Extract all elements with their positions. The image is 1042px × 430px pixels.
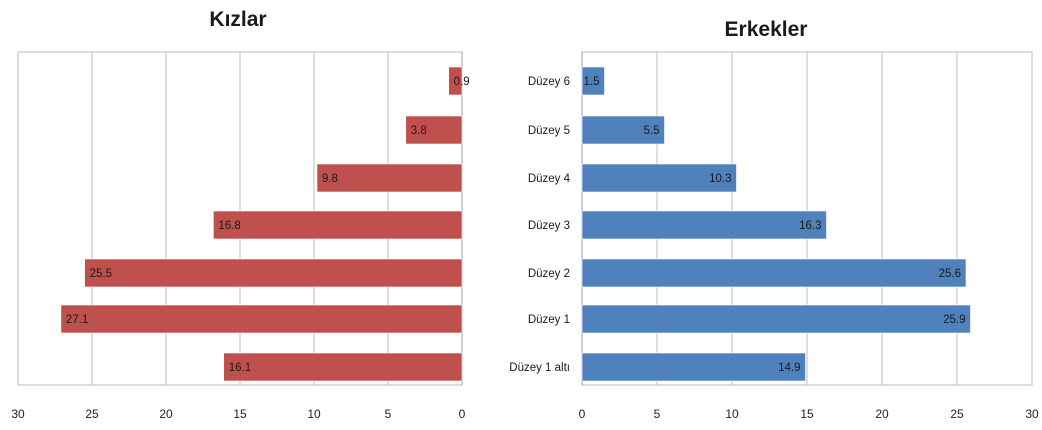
data-label: 25.5 [90, 268, 112, 280]
data-label: 1.5 [584, 76, 600, 88]
chart-title: Kızlar [209, 8, 266, 31]
bar [581, 304, 971, 334]
bar [84, 258, 463, 288]
bar [581, 115, 665, 145]
bar [223, 352, 463, 382]
data-label: 3.8 [411, 125, 427, 137]
x-tick-label: 25 [85, 407, 99, 421]
data-label: 0.9 [454, 76, 470, 88]
x-tick-label: 0 [579, 407, 586, 421]
category-label: Düzey 2 [528, 268, 570, 280]
x-tick-label: 15 [800, 407, 814, 421]
chart-title: Erkekler [725, 18, 808, 41]
bar [405, 115, 463, 145]
bar [581, 210, 827, 240]
category-label: Düzey 3 [528, 220, 570, 232]
data-label: 10.3 [709, 173, 731, 185]
bar [581, 66, 605, 96]
data-label: 16.1 [229, 362, 251, 374]
data-label: 16.3 [799, 220, 821, 232]
x-tick-label: 15 [233, 407, 247, 421]
bar [581, 352, 806, 382]
category-label: Düzey 1 altı [509, 362, 570, 374]
x-tick-label: 25 [950, 407, 964, 421]
x-tick-label: 5 [654, 407, 661, 421]
category-label: Düzey 6 [528, 76, 570, 88]
x-tick-label: 10 [307, 407, 321, 421]
x-tick-label: 0 [459, 407, 466, 421]
x-tick-label: 20 [159, 407, 173, 421]
data-label: 25.6 [939, 268, 961, 280]
data-label: 27.1 [66, 314, 88, 326]
category-label: Düzey 4 [528, 173, 571, 185]
x-tick-label: 30 [1025, 407, 1039, 421]
x-tick-label: 5 [385, 407, 392, 421]
x-tick-label: 30 [11, 407, 25, 421]
chart-right: Erkekler 0 5 10 15 20 25 30 1.5 Düzey 6 5.5 Düzey 5… [509, 18, 1039, 421]
chart-left: Kızlar 30 25 20 15 10 5 0 0.9 3.8 9.8 16.8 25.5 27.1 1… [11, 8, 469, 421]
bar [316, 163, 463, 193]
bar [448, 66, 463, 96]
data-label: 16.8 [218, 220, 240, 232]
category-label: Düzey 5 [528, 125, 570, 137]
x-tick-label: 10 [725, 407, 739, 421]
x-tick-label: 20 [875, 407, 889, 421]
data-label: 5.5 [644, 125, 660, 137]
bar [581, 163, 737, 193]
data-label: 25.9 [943, 314, 965, 326]
data-label: 9.8 [322, 173, 338, 185]
bar [581, 258, 967, 288]
bar [60, 304, 463, 334]
bar [213, 210, 463, 240]
data-label: 14.9 [778, 362, 800, 374]
category-label: Düzey 1 [528, 314, 570, 326]
